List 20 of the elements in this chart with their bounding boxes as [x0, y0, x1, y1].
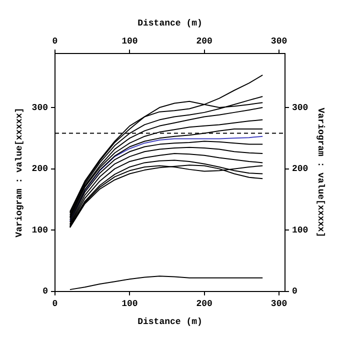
y2-tick-label: 0 — [292, 286, 298, 297]
x2-tick-label: 300 — [270, 299, 288, 310]
x-tick-label: 200 — [196, 36, 212, 46]
x-tick-label: 300 — [270, 36, 288, 46]
y-tick-label: 0 — [42, 286, 48, 297]
y-axis-title: Variogram : value[xxxxx] — [14, 108, 25, 238]
x2-tick-label: 200 — [196, 299, 212, 310]
x-tick-label: 100 — [122, 36, 138, 46]
x-axis-title: Distance (m) — [138, 316, 202, 327]
x-tick-label: 0 — [52, 36, 58, 46]
y-tick-label: 200 — [32, 164, 48, 174]
x2-axis-title: Distance (m) — [138, 18, 202, 29]
y2-tick-label: 300 — [292, 102, 308, 113]
y2-tick-label: 100 — [292, 225, 308, 236]
x2-tick-label: 0 — [52, 299, 58, 310]
y-tick-label: 100 — [32, 225, 48, 236]
y-tick-label: 300 — [32, 102, 48, 113]
y2-tick-label: 200 — [292, 164, 308, 174]
y2-axis-title: Variogram : value[xxxxx] — [315, 108, 326, 238]
x2-tick-label: 100 — [122, 299, 138, 310]
